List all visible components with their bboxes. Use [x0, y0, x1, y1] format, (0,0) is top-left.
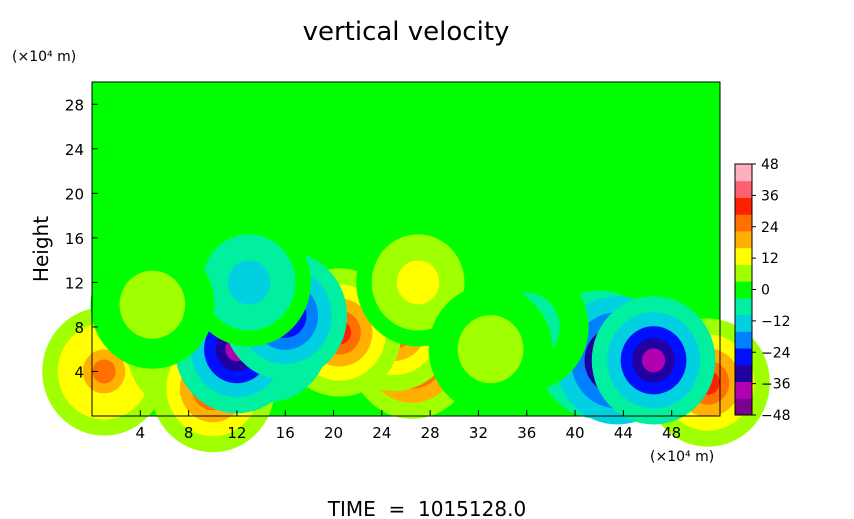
x-tick-label: 4: [136, 424, 146, 442]
colorbar-tick-label: 12: [761, 251, 779, 267]
x-tick-label: 20: [324, 424, 343, 442]
colorbar-tick-label: −36: [761, 377, 791, 393]
colorbar-swatch: [735, 180, 752, 198]
colorbar-swatch: [735, 314, 752, 332]
y-tick-label: 28: [65, 96, 84, 114]
colorbar-swatch: [735, 348, 752, 366]
y-tick-label: 4: [74, 363, 84, 381]
velocity-cell: [428, 285, 553, 414]
x-tick-label: 16: [276, 424, 295, 442]
colorbar-swatch: [735, 197, 752, 215]
x-axis-unit: (×10⁴ m): [650, 449, 714, 465]
colorbar-swatch: [735, 264, 752, 282]
colorbar-swatch: [735, 230, 752, 249]
colorbar-tick-label: 24: [761, 220, 779, 236]
velocity-contour: [140, 292, 164, 317]
colorbar-tick-label: −12: [761, 314, 791, 330]
velocity-contour: [406, 270, 430, 295]
y-axis: 4 8 12 16 20 24 28: [65, 96, 98, 381]
colorbar-swatch: [735, 381, 752, 399]
x-tick-label: 24: [372, 424, 391, 442]
x-tick-label: 12: [227, 424, 246, 442]
velocity-contour: [641, 348, 666, 373]
x-tick-label: 44: [614, 424, 633, 442]
x-tick-label: 8: [184, 424, 194, 442]
colorbar-swatch: [735, 247, 752, 265]
x-axis: 4 8 12 16 20 24 28 32 36 40 44 48: [136, 410, 681, 442]
velocity-contour: [92, 359, 116, 384]
y-axis-unit: (×10⁴ m): [12, 49, 76, 65]
colorbar-swatch: [735, 331, 752, 349]
colorbar-tick-label: 48: [761, 157, 779, 173]
colorbar-swatch: [735, 281, 752, 299]
x-tick-label: 40: [566, 424, 585, 442]
y-tick-label: 20: [65, 185, 84, 203]
colorbar-tick-label: −24: [761, 345, 791, 361]
velocity-cell: [591, 296, 716, 425]
plot-area: [42, 81, 770, 453]
velocity-field: [42, 218, 770, 453]
colorbar-tick-label: 36: [761, 188, 779, 204]
y-tick-label: 16: [65, 230, 84, 248]
x-tick-label: 28: [421, 424, 440, 442]
velocity-cell: [187, 218, 311, 347]
y-tick-label: 12: [65, 274, 84, 292]
x-tick-label: 32: [469, 424, 488, 442]
colorbar: 48 36 24 12 0 −12 −24 −36 −48: [734, 157, 791, 424]
velocity-contour: [237, 270, 261, 295]
colorbar-swatch: [735, 398, 752, 416]
chart-title: vertical velocity: [303, 17, 510, 47]
colorbar-tick-label: −48: [761, 408, 791, 424]
colorbar-tick-label: 0: [761, 283, 770, 299]
y-axis-label: Height: [29, 216, 53, 282]
plot-frame: [91, 81, 721, 417]
velocity-cell: [90, 240, 215, 369]
y-tick-label: 24: [65, 141, 84, 159]
colorbar-swatch: [735, 164, 752, 182]
colorbar-swatch: [735, 364, 752, 383]
time-stamp: TIME = 1015128.0: [327, 497, 526, 519]
colorbar-swatch: [735, 214, 752, 232]
velocity-contour: [478, 337, 503, 362]
y-tick-label: 8: [74, 319, 84, 337]
x-tick-label: 36: [517, 424, 536, 442]
colorbar-swatch: [735, 297, 752, 316]
x-tick-label: 48: [662, 424, 681, 442]
